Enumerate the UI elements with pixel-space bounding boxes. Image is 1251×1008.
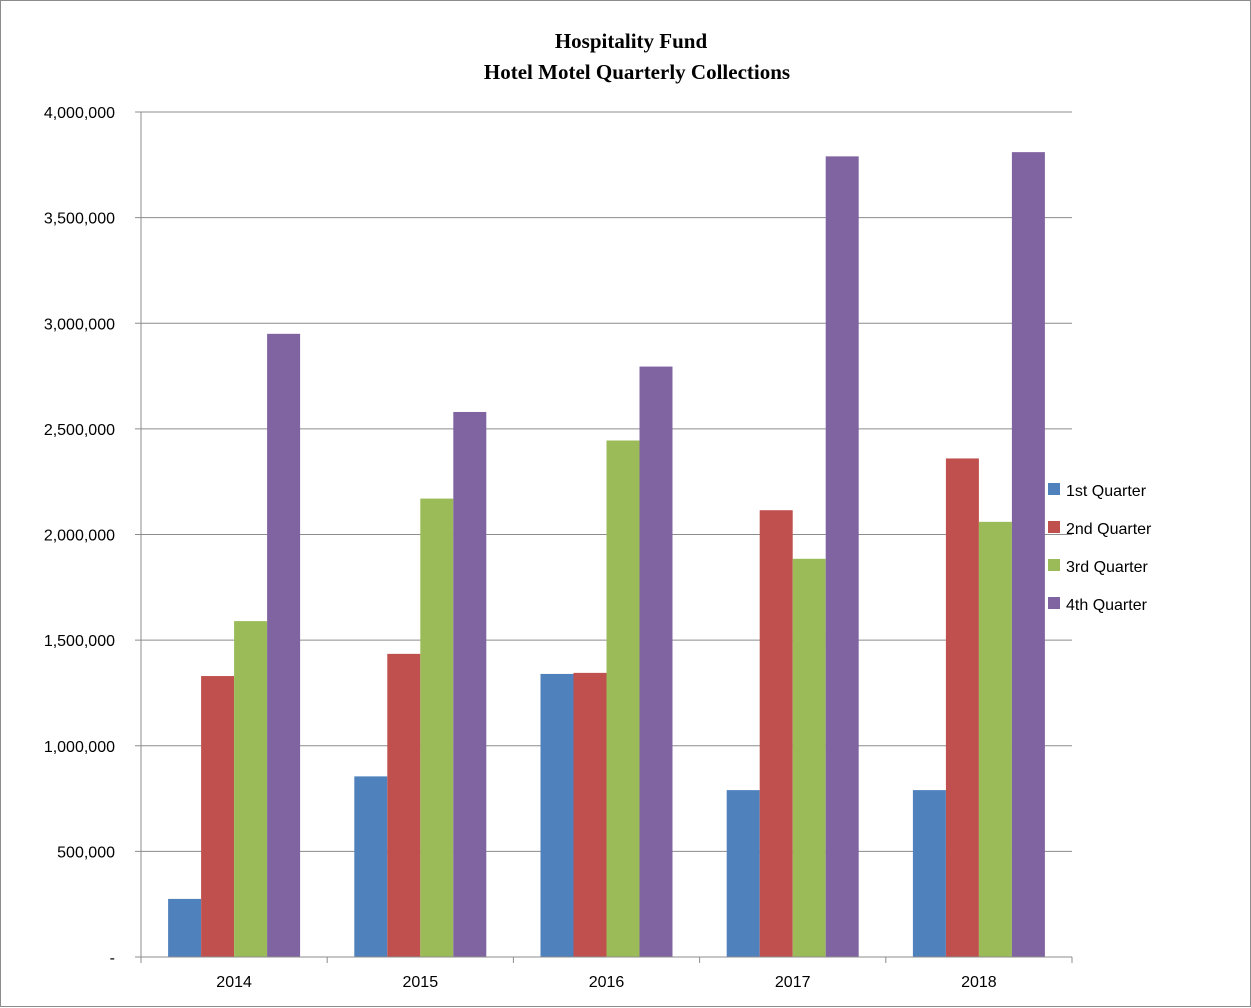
x-tick-label: 2017 — [775, 974, 811, 991]
legend-label-2nd-quarter: 2nd Quarter — [1066, 521, 1152, 538]
y-tick-label: 2,000,000 — [44, 528, 115, 545]
bar-1st-quarter-2016 — [540, 673, 574, 957]
x-tick-label: 2014 — [216, 974, 252, 991]
x-axis-tick-labels: 2014 2015 2016 2017 2018 — [216, 974, 996, 991]
bar-2nd-quarter-2014 — [201, 676, 235, 957]
bar-3rd-quarter-2015 — [420, 498, 454, 957]
chart-subtitle: Hotel Motel Quarterly Collections — [484, 60, 790, 84]
bar-2nd-quarter-2017 — [759, 510, 793, 957]
axes — [135, 111, 1073, 963]
bar-2nd-quarter-2015 — [387, 653, 421, 957]
y-tick-label: - — [110, 950, 115, 967]
x-tick-label: 2016 — [589, 974, 625, 991]
bar-4th-quarter-2015 — [453, 411, 487, 958]
bar-2nd-quarter-2016 — [573, 672, 607, 957]
bar-3rd-quarter-2016 — [606, 440, 640, 957]
bar-4th-quarter-2018 — [1011, 152, 1045, 957]
bar-1st-quarter-2017 — [726, 790, 760, 957]
legend-swatch-4th-quarter — [1048, 597, 1060, 609]
bar-3rd-quarter-2017 — [792, 558, 826, 957]
y-axis-tick-labels: - 500,000 1,000,000 1,500,000 2,000,000 2,500… — [44, 105, 115, 967]
legend-swatch-1st-quarter — [1048, 483, 1060, 495]
legend-label-4th-quarter: 4th Quarter — [1066, 597, 1148, 614]
bar-4th-quarter-2016 — [639, 366, 673, 957]
legend: 1st Quarter 2nd Quarter 3rd Quarter 4th Qua… — [1048, 483, 1152, 614]
y-tick-label: 1,000,000 — [44, 739, 115, 756]
y-tick-label: 3,000,000 — [44, 316, 115, 333]
bar-2nd-quarter-2018 — [945, 458, 979, 957]
bar-4th-quarter-2014 — [267, 333, 301, 957]
legend-label-1st-quarter: 1st Quarter — [1066, 483, 1147, 500]
chart-title: Hospitality Fund — [555, 29, 708, 53]
bar-4th-quarter-2017 — [825, 156, 859, 958]
bar-1st-quarter-2015 — [354, 776, 388, 957]
y-tick-label: 4,000,000 — [44, 105, 115, 122]
bar-3rd-quarter-2014 — [234, 621, 268, 957]
bar-1st-quarter-2014 — [168, 898, 202, 957]
x-tick-label: 2015 — [403, 974, 439, 991]
legend-label-3rd-quarter: 3rd Quarter — [1066, 559, 1148, 576]
legend-swatch-3rd-quarter — [1048, 559, 1060, 571]
y-tick-label: 500,000 — [57, 844, 115, 861]
y-tick-label: 3,500,000 — [44, 211, 115, 228]
bar-3rd-quarter-2018 — [978, 521, 1012, 957]
bars — [168, 152, 1045, 958]
y-tick-label: 2,500,000 — [44, 422, 115, 439]
x-tick-label: 2018 — [961, 974, 997, 991]
y-tick-label: 1,500,000 — [44, 633, 115, 650]
bar-1st-quarter-2018 — [912, 790, 946, 957]
legend-swatch-2nd-quarter — [1048, 521, 1060, 533]
